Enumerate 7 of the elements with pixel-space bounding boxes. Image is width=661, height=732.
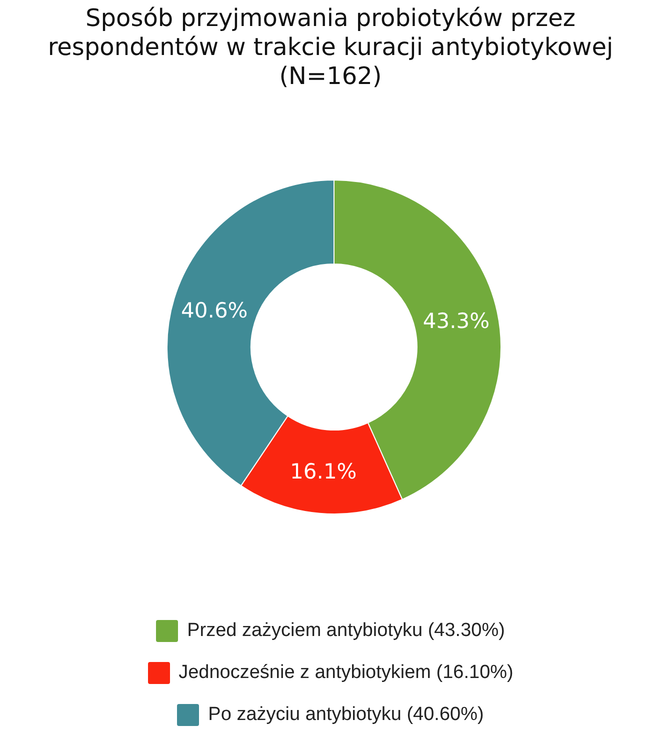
legend-label: Przed zażyciem antybiotyku (43.30%)	[187, 620, 505, 642]
legend-label: Po zażyciu antybiotyku (40.60%)	[208, 704, 484, 726]
chart-title: Sposób przyjmowania probiotyków przez respondentów w trakcie kuracji antybiotykowej (N=162)	[46, 3, 614, 92]
data-label: 43.3%	[422, 308, 490, 333]
data-label: 16.1%	[290, 460, 357, 484]
legend-label: Jednocześnie z antybiotykiem (16.10%)	[178, 662, 514, 684]
data-label: 40.6%	[181, 298, 248, 323]
